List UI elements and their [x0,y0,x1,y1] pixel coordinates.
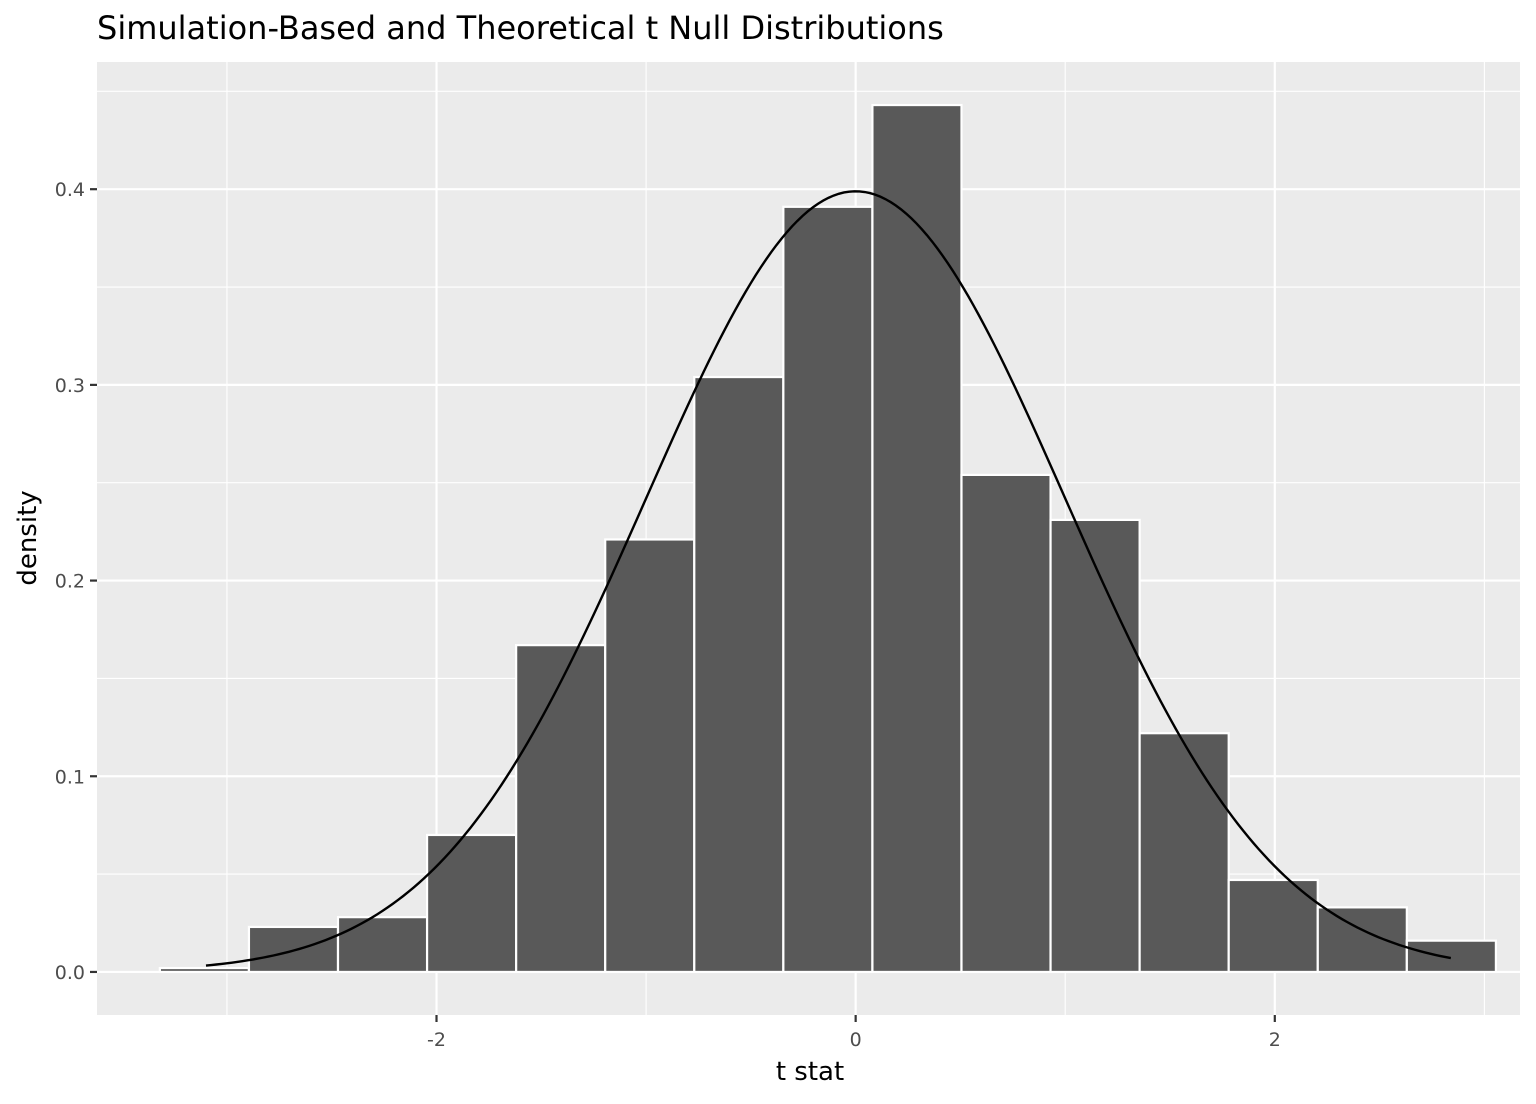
histogram-bar [693,375,785,974]
y-tick-label: 0.0 [55,962,85,984]
histogram-bar [1316,906,1408,974]
histogram-bar [425,833,518,974]
histogram-bars [158,103,1497,974]
x-tick-label: 0 [850,1029,862,1051]
histogram-bar [604,538,696,974]
x-tick-label: -2 [427,1029,446,1051]
y-tick-label: 0.4 [55,179,85,201]
y-tick-label: 0.3 [55,375,85,397]
histogram-bar [336,916,429,974]
histogram-bar [960,473,1052,974]
histogram-bar [1138,732,1230,974]
x-tick-label: 2 [1269,1029,1281,1051]
density-curve [205,190,1452,967]
histogram-bar [1227,878,1319,974]
y-tick-label: 0.2 [55,571,85,593]
histogram-bar [782,205,874,974]
histogram-bar [158,966,251,974]
histogram-bar [1049,518,1141,974]
axis-ticks: -2 0 2 0.0 0.1 0.2 0.3 0.4 [55,179,1281,1051]
histogram-bar [1405,939,1497,974]
y-tick-label: 0.1 [55,766,85,788]
theoretical-curve [205,190,1452,967]
histogram-bar [515,644,607,974]
y-axis-title: density [13,490,43,585]
chart-title: Simulation-Based and Theoretical t Null … [97,9,944,47]
histogram-bar [871,103,963,974]
x-axis-title: t stat [776,1057,844,1087]
